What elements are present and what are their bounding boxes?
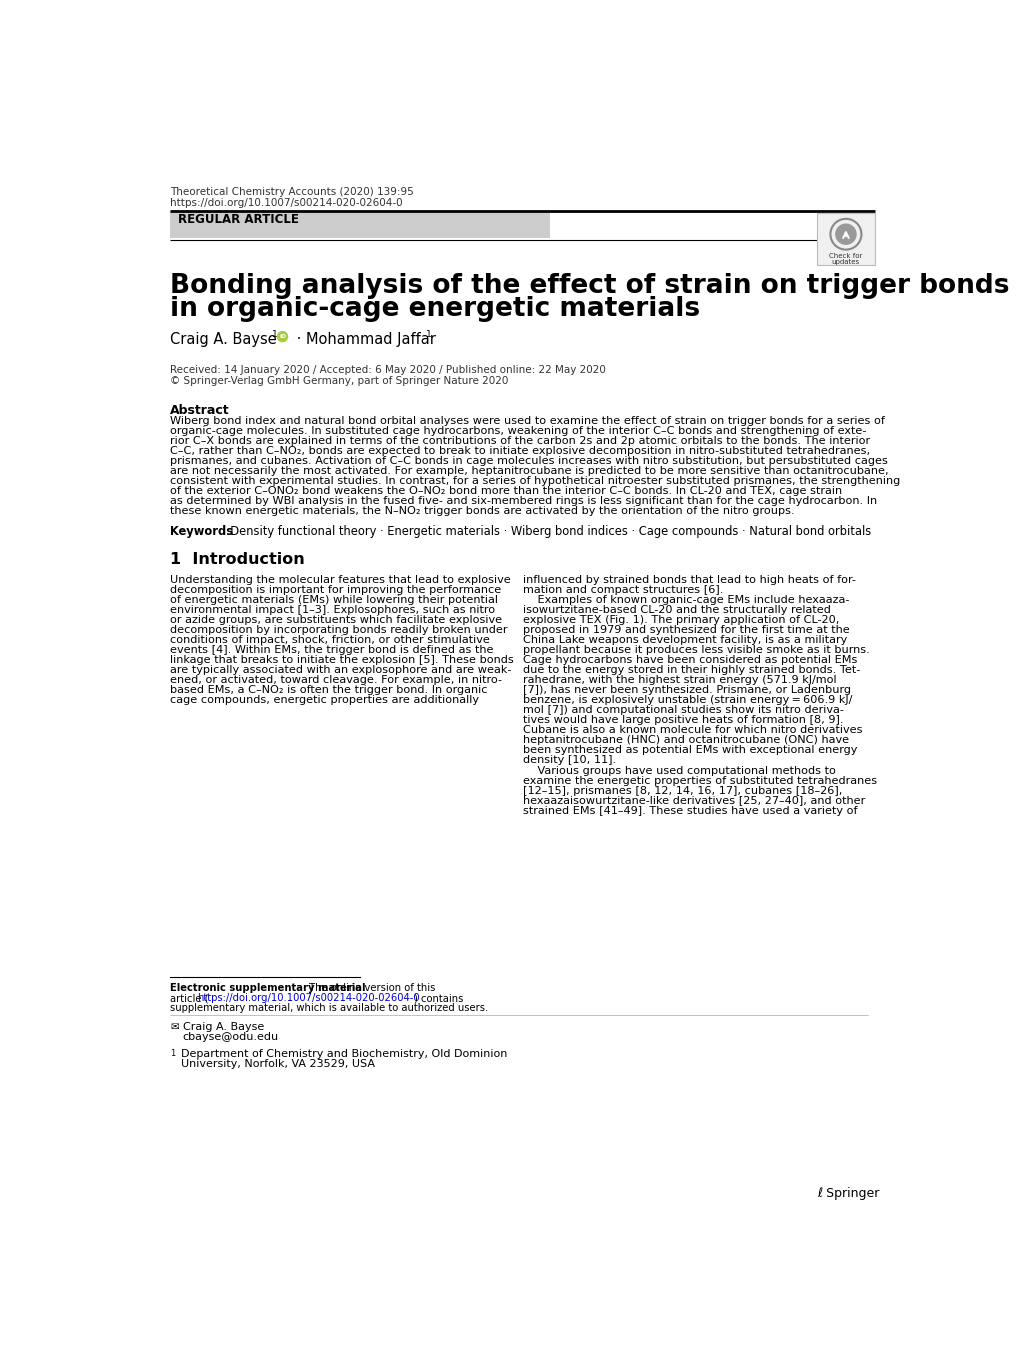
Text: decomposition is important for improving the performance: decomposition is important for improving… (170, 585, 501, 595)
Text: propellant because it produces less visible smoke as it burns.: propellant because it produces less visi… (522, 645, 868, 656)
Text: © Springer-Verlag GmbH Germany, part of Springer Nature 2020: © Springer-Verlag GmbH Germany, part of … (170, 375, 508, 386)
Text: of energetic materials (EMs) while lowering their potential: of energetic materials (EMs) while lower… (170, 595, 497, 606)
Text: of the exterior C–ONO₂ bond weakens the O–NO₂ bond more than the interior C–C bo: of the exterior C–ONO₂ bond weakens the … (170, 486, 842, 496)
Text: 1: 1 (170, 1049, 175, 1058)
Text: cbayse@odu.edu: cbayse@odu.edu (182, 1033, 278, 1042)
Text: University, Norfolk, VA 23529, USA: University, Norfolk, VA 23529, USA (180, 1060, 375, 1069)
Text: are not necessarily the most activated. For example, heptanitrocubane is predict: are not necessarily the most activated. … (170, 466, 888, 476)
Text: influenced by strained bonds that lead to high heats of for-: influenced by strained bonds that lead t… (522, 576, 855, 585)
Text: Examples of known organic-cage EMs include hexaaza-: Examples of known organic-cage EMs inclu… (522, 595, 848, 606)
Text: updates: updates (832, 259, 859, 264)
Text: in organic-cage energetic materials: in organic-cage energetic materials (170, 295, 700, 321)
Text: Craig A. Bayse: Craig A. Bayse (182, 1022, 264, 1033)
Text: ened, or activated, toward cleavage. For example, in nitro-: ened, or activated, toward cleavage. For… (170, 675, 501, 686)
Text: https://doi.org/10.1007/s00214-020-02604-0: https://doi.org/10.1007/s00214-020-02604… (170, 198, 403, 209)
Text: due to the energy stored in their highly strained bonds. Tet-: due to the energy stored in their highly… (522, 665, 859, 675)
Text: events [4]. Within EMs, the trigger bond is defined as the: events [4]. Within EMs, the trigger bond… (170, 645, 493, 656)
Text: Department of Chemistry and Biochemistry, Old Dominion: Department of Chemistry and Biochemistry… (180, 1049, 506, 1060)
Text: mol [7]) and computational studies show its nitro deriva-: mol [7]) and computational studies show … (522, 706, 843, 715)
Text: tives would have large positive heats of formation [8, 9].: tives would have large positive heats of… (522, 715, 843, 725)
Text: Received: 14 January 2020 / Accepted: 6 May 2020 / Published online: 22 May 2020: Received: 14 January 2020 / Accepted: 6 … (170, 364, 605, 375)
Text: Cage hydrocarbons have been considered as potential EMs: Cage hydrocarbons have been considered a… (522, 656, 856, 665)
Text: hexaazaisowurtzitane-like derivatives [25, 27–40], and other: hexaazaisowurtzitane-like derivatives [2… (522, 795, 864, 805)
Text: based EMs, a C–NO₂ is often the trigger bond. In organic: based EMs, a C–NO₂ is often the trigger … (170, 686, 487, 695)
Text: decomposition by incorporating bonds readily broken under: decomposition by incorporating bonds rea… (170, 626, 507, 635)
Text: [12–15], prismanes [8, 12, 14, 16, 17], cubanes [18–26],: [12–15], prismanes [8, 12, 14, 16, 17], … (522, 786, 842, 795)
Text: Theoretical Chemistry Accounts (2020) 139:95: Theoretical Chemistry Accounts (2020) 13… (170, 187, 414, 198)
Text: as determined by WBI analysis in the fused five- and six-membered rings is less : as determined by WBI analysis in the fus… (170, 496, 876, 505)
Text: mation and compact structures [6].: mation and compact structures [6]. (522, 585, 722, 595)
Text: Keywords: Keywords (170, 526, 233, 538)
Text: proposed in 1979 and synthesized for the first time at the: proposed in 1979 and synthesized for the… (522, 626, 849, 635)
Text: rahedrane, with the highest strain energy (571.9 kJ/mol: rahedrane, with the highest strain energ… (522, 675, 836, 686)
Text: iD: iD (279, 335, 285, 339)
Circle shape (277, 332, 287, 341)
Text: ℓ Springer: ℓ Springer (816, 1187, 878, 1199)
Text: ✉: ✉ (170, 1022, 178, 1033)
Bar (816, 213, 874, 266)
Text: Electronic supplementary material: Electronic supplementary material (170, 984, 365, 993)
Bar (170, 211, 549, 238)
Text: C–C, rather than C–NO₂, bonds are expected to break to initiate explosive decomp: C–C, rather than C–NO₂, bonds are expect… (170, 446, 869, 457)
Text: Abstract: Abstract (170, 404, 229, 416)
Text: prismanes, and cubanes. Activation of C–C bonds in cage molecules increases with: prismanes, and cubanes. Activation of C–… (170, 457, 888, 466)
Text: organic-cage molecules. In substituted cage hydrocarbons, weakening of the inter: organic-cage molecules. In substituted c… (170, 425, 866, 436)
Circle shape (835, 224, 855, 244)
Text: Check for: Check for (828, 252, 862, 259)
Text: Craig A. Bayse: Craig A. Bayse (170, 332, 276, 347)
Text: conditions of impact, shock, friction, or other stimulative: conditions of impact, shock, friction, o… (170, 635, 489, 645)
Text: supplementary material, which is available to authorized users.: supplementary material, which is availab… (170, 1003, 488, 1012)
Text: environmental impact [1–3]. Explosophores, such as nitro: environmental impact [1–3]. Explosophore… (170, 606, 495, 615)
Text: Various groups have used computational methods to: Various groups have used computational m… (522, 766, 835, 775)
Text: strained EMs [41–49]. These studies have used a variety of: strained EMs [41–49]. These studies have… (522, 806, 856, 816)
Text: consistent with experimental studies. In contrast, for a series of hypothetical : consistent with experimental studies. In… (170, 476, 900, 486)
Text: article (: article ( (170, 993, 209, 1003)
Text: Wiberg bond index and natural bond orbital analyses were used to examine the eff: Wiberg bond index and natural bond orbit… (170, 416, 884, 425)
Text: China Lake weapons development facility, is as a military: China Lake weapons development facility,… (522, 635, 846, 645)
Text: Bonding analysis of the effect of strain on trigger bonds: Bonding analysis of the effect of strain… (170, 272, 1009, 298)
Text: rior C–X bonds are explained in terms of the contributions of the carbon 2s and : rior C–X bonds are explained in terms of… (170, 436, 869, 446)
Text: Density functional theory · Energetic materials · Wiberg bond indices · Cage com: Density functional theory · Energetic ma… (222, 526, 870, 538)
Text: 1: 1 (271, 329, 277, 339)
Text: been synthesized as potential EMs with exceptional energy: been synthesized as potential EMs with e… (522, 745, 856, 756)
Text: 1  Introduction: 1 Introduction (170, 553, 305, 568)
Text: these known energetic materials, the N–NO₂ trigger bonds are activated by the or: these known energetic materials, the N–N… (170, 505, 794, 516)
Text: isowurtzitane-based CL-20 and the structurally related: isowurtzitane-based CL-20 and the struct… (522, 606, 829, 615)
Text: examine the energetic properties of substituted tetrahedranes: examine the energetic properties of subs… (522, 775, 876, 786)
Text: REGULAR ARTICLE: REGULAR ARTICLE (177, 213, 299, 226)
Text: benzene, is explosively unstable (strain energy = 606.9 kJ/: benzene, is explosively unstable (strain… (522, 695, 851, 706)
Text: heptanitrocubane (HNC) and octanitrocubane (ONC) have: heptanitrocubane (HNC) and octanitrocuba… (522, 736, 848, 745)
Text: 1: 1 (426, 329, 431, 339)
Text: https://doi.org/10.1007/s00214-020-02604-0: https://doi.org/10.1007/s00214-020-02604… (197, 993, 420, 1003)
Text: ) contains: ) contains (414, 993, 464, 1003)
Text: · Mohammad Jaffar: · Mohammad Jaffar (291, 332, 435, 347)
Text: density [10, 11].: density [10, 11]. (522, 756, 615, 766)
Text: or azide groups, are substituents which facilitate explosive: or azide groups, are substituents which … (170, 615, 501, 626)
Text: Understanding the molecular features that lead to explosive: Understanding the molecular features tha… (170, 576, 511, 585)
Text: [7]), has never been synthesized. Prismane, or Ladenburg: [7]), has never been synthesized. Prisma… (522, 686, 850, 695)
Text: Cubane is also a known molecule for which nitro derivatives: Cubane is also a known molecule for whic… (522, 725, 861, 736)
Text: linkage that breaks to initiate the explosion [5]. These bonds: linkage that breaks to initiate the expl… (170, 656, 514, 665)
Text: are typically associated with an explosophore and are weak-: are typically associated with an exploso… (170, 665, 511, 675)
Text: The online version of this: The online version of this (306, 984, 435, 993)
Text: cage compounds, energetic properties are additionally: cage compounds, energetic properties are… (170, 695, 479, 706)
Text: explosive TEX (Fig. 1). The primary application of CL-20,: explosive TEX (Fig. 1). The primary appl… (522, 615, 839, 626)
